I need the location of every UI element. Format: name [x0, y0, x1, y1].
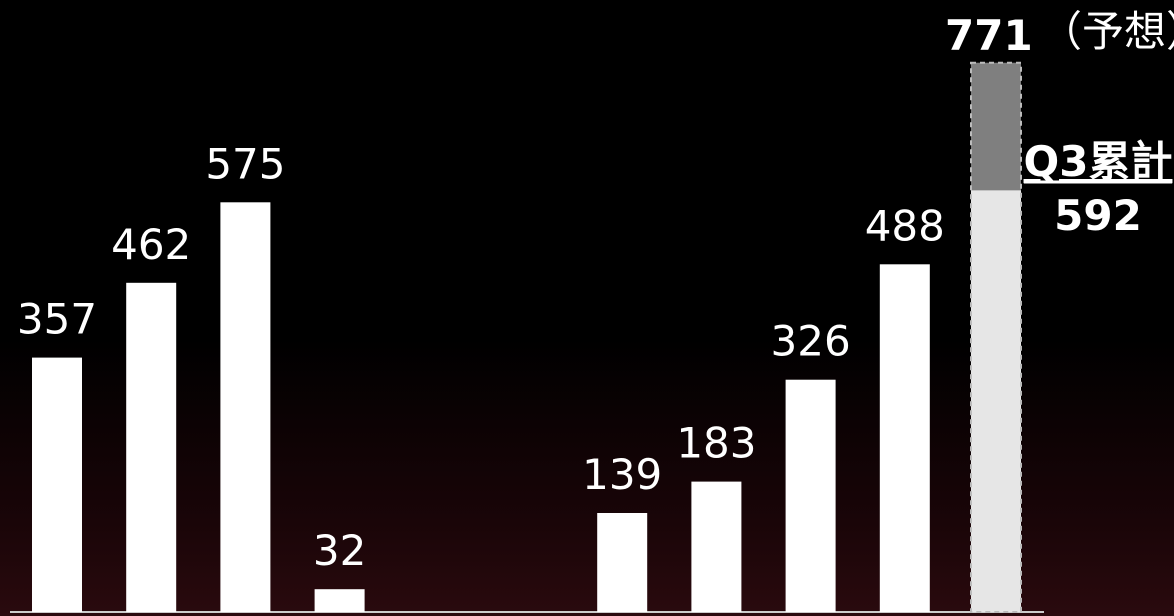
- bar: [597, 513, 648, 612]
- forecast-bar: [970, 61, 1022, 613]
- bars-group: 357 462 575 32 139 183 326 488: [17, 139, 945, 613]
- forecast-note-label: （予想）: [1040, 7, 1174, 56]
- bar-value-label: 357: [17, 295, 97, 344]
- forecast-total-label: 771: [945, 11, 1033, 60]
- bar-value-label: 575: [205, 139, 285, 188]
- forecast-q3-segment: [971, 190, 1021, 612]
- bar-value-label: 139: [582, 450, 662, 499]
- bar-value-label: 326: [771, 317, 851, 366]
- bar: [691, 481, 742, 612]
- bar-value-label: 488: [865, 201, 945, 250]
- bar: [32, 357, 82, 612]
- bar: [785, 379, 836, 612]
- bar-value-label: 462: [111, 220, 191, 269]
- forecast-remaining-segment: [971, 62, 1021, 191]
- q3-cumulative-label: Q3累計: [1024, 137, 1173, 186]
- q3-cumulative-value: 592: [1054, 191, 1142, 240]
- bar-value-label: 32: [313, 526, 366, 575]
- bar: [126, 282, 177, 612]
- bar-value-label: 183: [676, 419, 756, 468]
- bar: [879, 264, 930, 612]
- forecast-outline: [970, 61, 1022, 613]
- bar: [314, 589, 365, 612]
- bar: [220, 202, 271, 613]
